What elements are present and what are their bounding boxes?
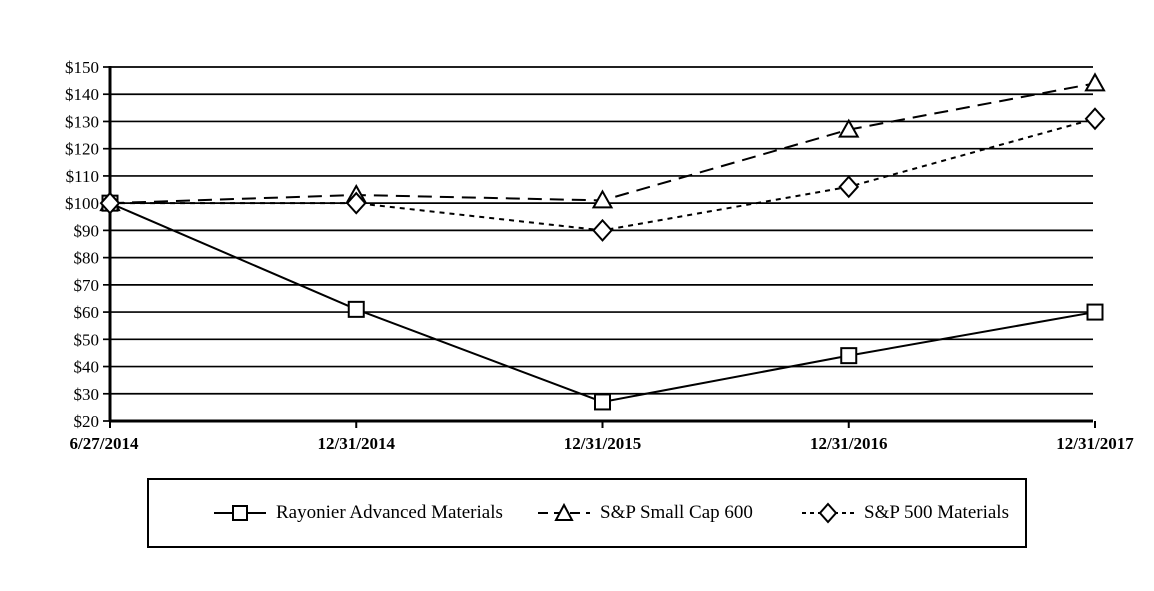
triangle-marker bbox=[591, 189, 614, 209]
series-line-1 bbox=[109, 82, 1096, 205]
legend-label-sp-small-cap-600: S&P Small Cap 600 bbox=[600, 502, 753, 523]
y-axis-label: $70 bbox=[74, 276, 100, 295]
x-axis-label: 12/31/2016 bbox=[810, 434, 887, 453]
triangle-marker bbox=[838, 118, 860, 138]
square-marker bbox=[840, 347, 858, 365]
legend-item-sp-small-cap-600: S&P Small Cap 600 bbox=[537, 480, 753, 546]
y-axis-label: $80 bbox=[74, 249, 100, 268]
square-marker bbox=[347, 300, 365, 318]
diamond-marker bbox=[838, 175, 860, 199]
diamond-marker bbox=[1084, 107, 1106, 131]
legend-label-rayonier-advanced-materials: Rayonier Advanced Materials bbox=[276, 502, 503, 523]
y-axis-label: $100 bbox=[65, 194, 99, 213]
x-axis-label: 12/31/2017 bbox=[1056, 434, 1134, 453]
diamond-marker bbox=[99, 191, 121, 215]
legend-label-sp-500-materials: S&P 500 Materials bbox=[864, 502, 1009, 523]
legend-item-sp-500-materials: S&P 500 Materials bbox=[801, 480, 1009, 546]
y-axis-label: $50 bbox=[74, 330, 100, 349]
y-axis-label: $110 bbox=[66, 167, 99, 186]
y-axis-label: $90 bbox=[74, 221, 100, 240]
y-axis-label: $150 bbox=[65, 58, 99, 77]
y-axis-label: $20 bbox=[74, 412, 100, 431]
x-axis-label: 12/31/2015 bbox=[564, 434, 641, 453]
x-axis-label: 12/31/2014 bbox=[318, 434, 396, 453]
dashed-line-triangle-marker-icon bbox=[538, 502, 590, 521]
triangle-marker bbox=[1084, 72, 1106, 92]
performance-line-chart: $20 $30 $40 $50 $60 $70 $80 $90 $100 $110 $120 $130… bbox=[65, 58, 1134, 453]
diamond-marker bbox=[345, 191, 367, 215]
y-axis-label: $30 bbox=[74, 385, 100, 404]
y-axis-label: $60 bbox=[74, 303, 100, 322]
square-marker bbox=[1086, 303, 1104, 321]
y-axis-label: $140 bbox=[65, 85, 99, 104]
chart-legend: Rayonier Advanced Materials S&P Small Ca… bbox=[147, 478, 1027, 548]
x-axis-label: 6/27/2014 bbox=[70, 434, 139, 453]
legend-item-rayonier-advanced-materials: Rayonier Advanced Materials bbox=[213, 480, 503, 546]
y-axis-label: $120 bbox=[65, 140, 99, 159]
dotted-line-diamond-marker-icon bbox=[802, 502, 854, 524]
series-line-2 bbox=[110, 117, 1096, 232]
diamond-marker bbox=[592, 218, 613, 242]
square-marker bbox=[594, 393, 611, 411]
y-axis-label: $40 bbox=[74, 358, 100, 377]
y-axis-label: $130 bbox=[65, 112, 99, 131]
solid-line-square-marker-icon bbox=[214, 505, 266, 521]
